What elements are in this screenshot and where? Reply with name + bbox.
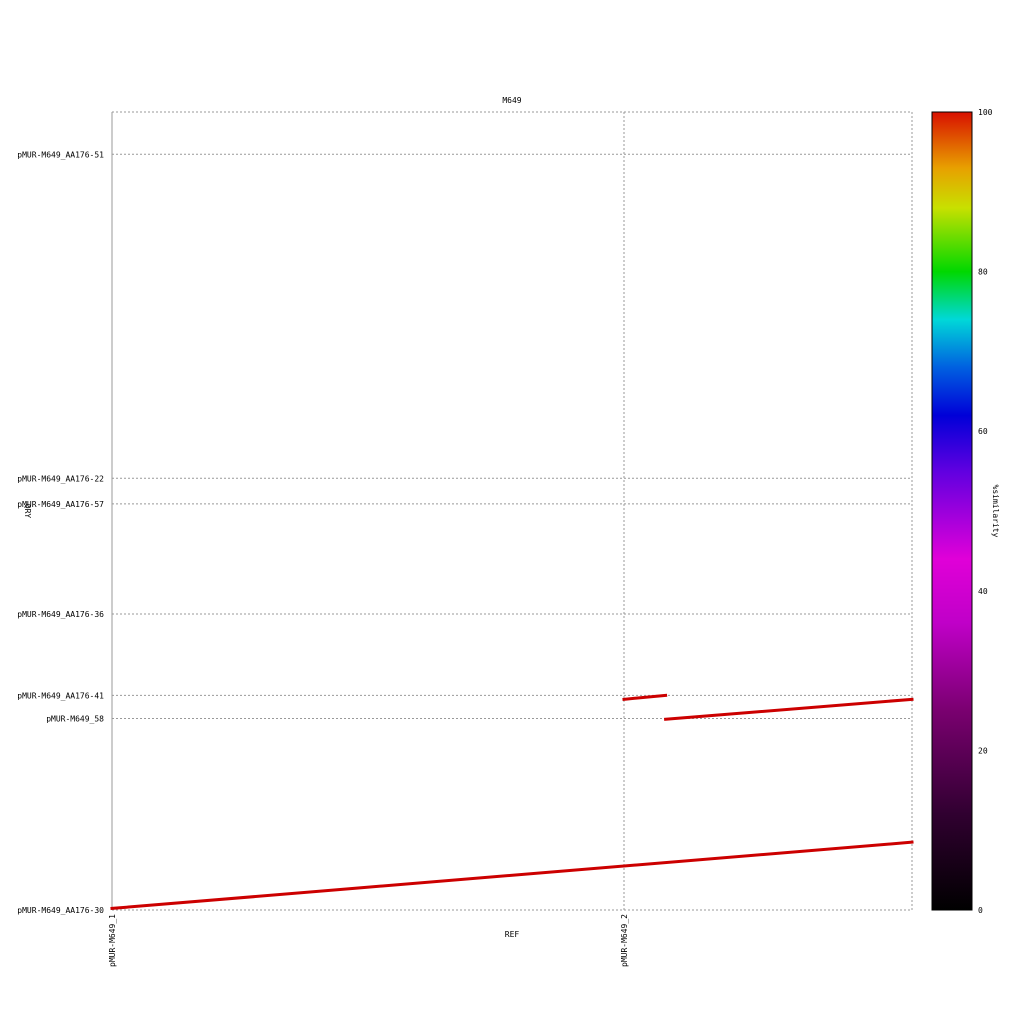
y-tick-label: pMUR-M649_AA176-41	[17, 691, 104, 700]
y-tick-label: pMUR-M649_AA176-22	[17, 474, 104, 483]
colorbar	[931, 111, 973, 911]
colorbar-tick-label: 20	[978, 746, 988, 755]
x-tick-label: pMUR-M649_2	[620, 914, 629, 967]
colorbar-tick-label: 60	[978, 427, 988, 436]
alignment-segments	[110, 693, 914, 911]
colorbar-ticks: 0 20 40 60 80 100	[978, 108, 993, 915]
plot-frame	[111, 111, 913, 911]
y-axis-label: QRY	[23, 504, 32, 519]
y-tick-label: pMUR-M649_AA176-36	[17, 610, 104, 619]
y-tick-label: pMUR-M649_58	[46, 714, 104, 723]
colorbar-tick-label: 80	[978, 268, 988, 277]
x-tick-label: pMUR-M649_1	[108, 914, 117, 967]
alignment-segment-3	[663, 697, 914, 721]
y-tick-label: pMUR-M649_AA176-30	[17, 906, 104, 915]
colorbar-tick-label: 100	[978, 108, 993, 117]
colorbar-tick-label: 0	[978, 906, 983, 915]
y-tick-labels: pMUR-M649_AA176-30 pMUR-M649_58 pMUR-M649_…	[17, 150, 104, 915]
x-axis-label: REF	[505, 930, 520, 939]
grid-lines	[111, 112, 912, 911]
chart-title: M649	[502, 96, 521, 105]
colorbar-label: %similarity	[991, 485, 1000, 538]
alignment-segment-1	[110, 840, 914, 911]
x-tick-labels: pMUR-M649_1 pMUR-M649_2	[108, 914, 629, 967]
y-tick-label: pMUR-M649_AA176-51	[17, 150, 104, 159]
colorbar-tick-label: 40	[978, 587, 988, 596]
y-tick-label: pMUR-M649_AA176-57	[17, 500, 104, 509]
alignment-segment-2	[622, 693, 668, 701]
